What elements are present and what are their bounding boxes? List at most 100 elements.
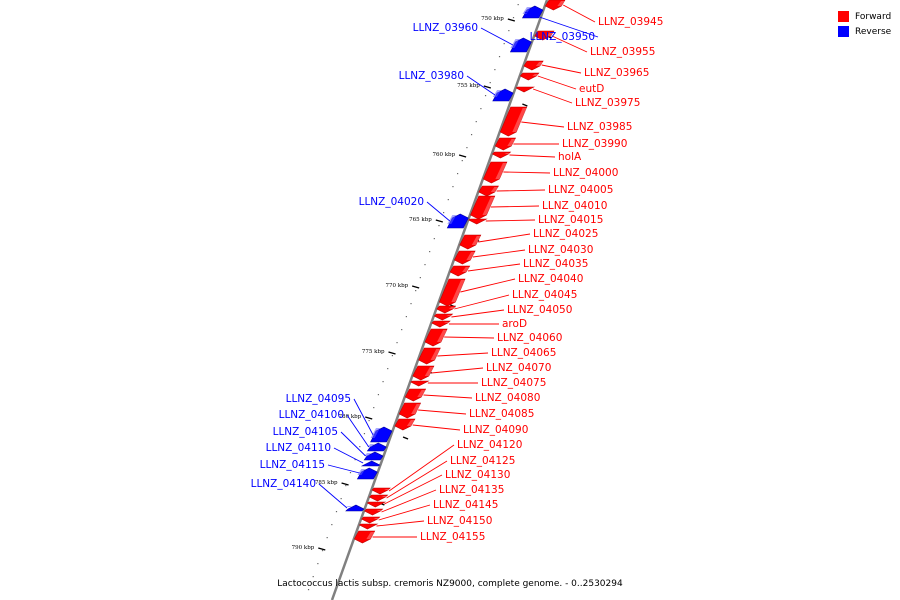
forward-gene-arrow[interactable] [468, 218, 488, 225]
gene-label[interactable]: eutD [579, 83, 604, 95]
kbp-minor-tick [512, 17, 515, 19]
kbp-minor-tick [335, 511, 338, 513]
forward-gene-arrow[interactable] [371, 487, 391, 495]
gene-arrow-shading [466, 252, 476, 260]
gene-arrow-shading [495, 163, 507, 179]
kbp-minor-tick [405, 316, 407, 318]
gene-label[interactable]: LLNZ_04135 [439, 484, 504, 496]
kbp-major-tick [507, 18, 516, 22]
gene-label[interactable]: LLNZ_04095 [286, 393, 351, 405]
gene-label[interactable]: LLNZ_03980 [399, 70, 464, 82]
gene-label[interactable]: LLNZ_04120 [457, 439, 522, 451]
gene-label[interactable]: LLNZ_04050 [507, 304, 572, 316]
kbp-tick-label: 755 kbp [457, 83, 480, 89]
kbp-minor-tick [484, 95, 487, 97]
gene-leader-line [412, 424, 461, 431]
gene-leader-line [333, 447, 364, 464]
gene-label[interactable]: LLNZ_04015 [538, 214, 603, 226]
gene-arrow-shading [381, 496, 388, 497]
kbp-minor-tick [349, 472, 352, 474]
gene-label[interactable]: LLNZ_04130 [445, 469, 510, 481]
gene-label[interactable]: LLNZ_04080 [475, 392, 540, 404]
reverse-gene-arrow[interactable] [360, 460, 381, 467]
gene-leader-line [384, 474, 443, 505]
gene-label[interactable]: LLNZ_04000 [553, 167, 618, 179]
kbp-major-tick [435, 219, 444, 223]
gene-label[interactable]: LLNZ_04110 [266, 442, 331, 454]
forward-gene-arrow[interactable] [358, 523, 379, 530]
forward-gene-arrow[interactable] [368, 494, 389, 502]
gene-label[interactable]: LLNZ_04020 [359, 196, 424, 208]
gene-label[interactable]: LLNZ_04145 [433, 499, 498, 511]
gene-label[interactable]: LLNZ_04035 [523, 258, 588, 270]
gene-label[interactable]: LLNZ_03945 [598, 16, 663, 28]
gene-label[interactable]: LLNZ_04030 [528, 244, 593, 256]
gene-label[interactable]: LLNZ_03975 [575, 97, 640, 109]
kbp-side-tick [522, 103, 528, 107]
gene-label[interactable]: LLNZ_04085 [469, 408, 534, 420]
forward-gene-arrow[interactable] [361, 516, 381, 524]
gene-arrow-shading [443, 322, 450, 323]
gene-arrow-shading [446, 315, 453, 316]
kbp-minor-tick [503, 43, 505, 45]
gene-arrow-shading [345, 506, 352, 507]
gene-label[interactable]: LLNZ_04005 [548, 184, 613, 196]
kbp-minor-tick [438, 225, 440, 227]
gene-label[interactable]: LLNZ_04045 [512, 289, 577, 301]
gene-leader-line [378, 504, 431, 521]
gene-label[interactable]: LLNZ_04070 [486, 362, 551, 374]
gene-label[interactable]: LLNZ_04025 [533, 228, 598, 240]
gene-label[interactable]: LLNZ_04060 [497, 332, 562, 344]
gene-leader-line [431, 367, 484, 374]
gene-label[interactable]: LLNZ_04075 [481, 377, 546, 389]
gene-leader-line [478, 233, 531, 243]
gene-label[interactable]: LLNZ_04100 [279, 409, 344, 421]
gene-arrow-shading [367, 444, 375, 447]
kbp-major-tick [388, 351, 396, 355]
gene-leader-line [340, 431, 366, 457]
gene-label[interactable]: LLNZ_03990 [562, 138, 627, 150]
kbp-tick-label: 760 kbp [432, 152, 455, 158]
kbp-major-tick [318, 547, 326, 551]
gene-label[interactable]: aroD [502, 318, 527, 330]
kbp-major-tick [483, 85, 492, 89]
gene-leader-line [454, 294, 510, 310]
gene-label[interactable]: LLNZ_04090 [463, 424, 528, 436]
kbp-minor-tick [401, 329, 403, 331]
gene-arrow-shading [462, 267, 470, 272]
gene-label[interactable]: LLNZ_03960 [413, 22, 478, 34]
kbp-major-tick [365, 416, 373, 420]
forward-gene-arrow[interactable] [515, 86, 535, 93]
kbp-major-tick [411, 285, 420, 289]
reverse-gene-arrow[interactable] [345, 504, 365, 512]
kbp-minor-tick [429, 251, 431, 253]
gene-arrow-shading [482, 197, 495, 215]
gene-label[interactable]: LLNZ_04125 [450, 455, 515, 467]
kbp-minor-tick [331, 524, 333, 526]
gene-label[interactable]: LLNZ_04140 [251, 478, 316, 490]
gene-label[interactable]: LLNZ_03955 [590, 46, 655, 58]
gene-label[interactable]: LLNZ_03950 [530, 31, 595, 43]
gene-label[interactable]: LLNZ_04155 [420, 531, 485, 543]
gene-label[interactable]: LLNZ_04065 [491, 347, 556, 359]
forward-gene-arrow[interactable] [433, 313, 454, 321]
gene-label[interactable]: LLNZ_04115 [260, 459, 325, 471]
kbp-minor-tick [345, 485, 347, 487]
forward-gene-arrow[interactable] [410, 380, 430, 387]
gene-arrow-shading [357, 469, 366, 475]
gene-label[interactable]: LLNZ_03985 [567, 121, 632, 133]
gene-label[interactable]: holA [558, 151, 582, 163]
gene-label[interactable]: LLNZ_04010 [542, 200, 607, 212]
gene-leader-line [551, 35, 588, 53]
gene-label[interactable]: LLNZ_03965 [584, 67, 649, 79]
gene-label[interactable]: LLNZ_04150 [427, 515, 492, 527]
forward-gene-arrow[interactable] [363, 508, 384, 516]
forward-gene-arrow[interactable] [491, 151, 512, 159]
gene-leader-line [485, 219, 536, 222]
gene-arrow-shading [557, 1, 565, 6]
gene-label[interactable]: LLNZ_04105 [273, 426, 338, 438]
gene-label[interactable]: LLNZ_04040 [518, 273, 583, 285]
forward-gene-arrow[interactable] [431, 320, 451, 328]
forward-gene-arrow[interactable] [366, 501, 387, 508]
kbp-minor-tick [419, 277, 421, 279]
